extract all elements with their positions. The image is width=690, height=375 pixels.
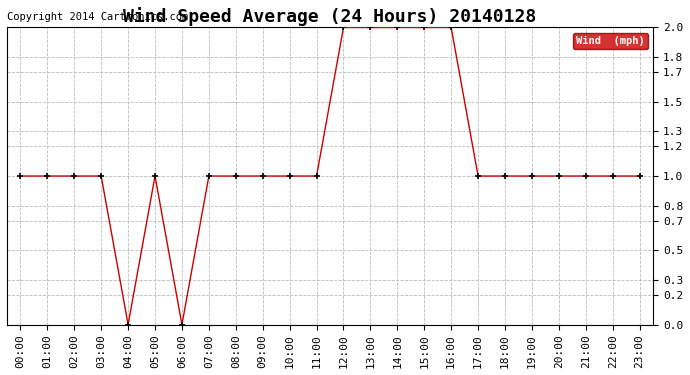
Text: Copyright 2014 Cartronics.com: Copyright 2014 Cartronics.com — [7, 12, 188, 21]
Legend: Wind  (mph): Wind (mph) — [573, 33, 648, 49]
Title: Wind Speed Average (24 Hours) 20140128: Wind Speed Average (24 Hours) 20140128 — [124, 7, 537, 26]
